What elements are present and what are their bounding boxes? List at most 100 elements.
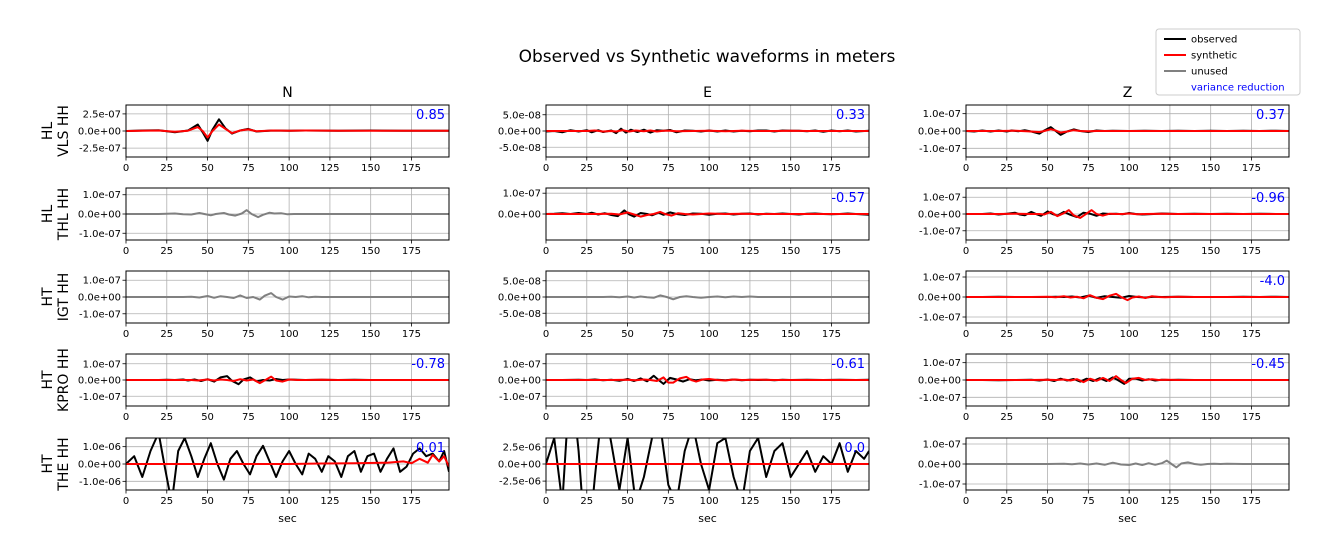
x-tick-label: 75 bbox=[242, 246, 255, 257]
panel-thl-e: 0 25 50 75 100 125 150 175 1.0e-07 0.0e+00 -0.57 bbox=[498, 187, 870, 257]
y-tick-label: -1.0e-07 bbox=[919, 480, 961, 491]
panel-kpro-e: 0 25 50 75 100 125 150 175 1.0e-07 0.0e+00 -1.0e-0… bbox=[498, 353, 870, 423]
x-tick-label: 175 bbox=[402, 412, 421, 423]
x-tick-label: 50 bbox=[1041, 412, 1054, 423]
x-tick-label: 75 bbox=[1082, 496, 1095, 507]
x-tick-label: 125 bbox=[740, 412, 759, 423]
y-tick-label: 0.0e+00 bbox=[918, 127, 961, 138]
x-tick-label: 150 bbox=[361, 329, 380, 340]
synthetic-trace bbox=[546, 129, 869, 133]
x-tick-label: 100 bbox=[1120, 412, 1139, 423]
x-tick-label: 50 bbox=[621, 246, 634, 257]
x-tick-label: 100 bbox=[700, 329, 719, 340]
x-tick-label: 50 bbox=[201, 496, 214, 507]
y-tick-label: 1.0e-07 bbox=[83, 276, 121, 287]
panel-the-n: 0 25 50 75 100 125 150 175 1.0e-06 0.0e+00 -1.0e-0… bbox=[78, 437, 450, 525]
x-tick-label: 150 bbox=[1201, 329, 1220, 340]
variance-reduction-value: 0.01 bbox=[416, 441, 445, 456]
x-axis-label: sec bbox=[278, 512, 297, 525]
x-tick-label: 100 bbox=[1120, 329, 1139, 340]
panel-vls-n: 0 25 50 75 100 125 150 175 2.5e-07 0.0e+00 -2.5e-0… bbox=[78, 104, 450, 174]
x-tick-label: 75 bbox=[242, 329, 255, 340]
unused-trace bbox=[126, 292, 449, 301]
x-tick-label: 25 bbox=[580, 246, 593, 257]
x-tick-label: 50 bbox=[621, 412, 634, 423]
variance-reduction-value: -4.0 bbox=[1260, 274, 1285, 289]
y-tick-label: 1.0e-07 bbox=[923, 440, 961, 451]
x-tick-label: 175 bbox=[402, 496, 421, 507]
row-label-station: IGT HH bbox=[56, 273, 72, 322]
x-tick-label: 150 bbox=[361, 496, 380, 507]
x-tick-label: 25 bbox=[580, 329, 593, 340]
x-tick-label: 125 bbox=[1160, 412, 1179, 423]
x-tick-label: 25 bbox=[1000, 496, 1013, 507]
x-tick-label: 75 bbox=[662, 246, 675, 257]
figure-title: Observed vs Synthetic waveforms in meter… bbox=[519, 47, 896, 67]
y-tick-label: -1.0e-07 bbox=[79, 309, 121, 320]
x-tick-label: 25 bbox=[1000, 246, 1013, 257]
x-tick-label: 150 bbox=[781, 246, 800, 257]
x-tick-label: 0 bbox=[963, 163, 969, 174]
y-tick-label: 1.0e-07 bbox=[503, 189, 541, 200]
legend: observed synthetic unused variance reductio… bbox=[1155, 28, 1301, 96]
synthetic-trace bbox=[966, 292, 1289, 302]
x-tick-label: 75 bbox=[662, 412, 675, 423]
y-tick-label: -1.0e-07 bbox=[79, 392, 121, 403]
x-tick-label: 175 bbox=[402, 163, 421, 174]
variance-reduction-value: 0.33 bbox=[836, 108, 865, 123]
legend-entry-label: variance reduction bbox=[1191, 83, 1285, 94]
legend-entry-label: synthetic bbox=[1191, 51, 1237, 62]
x-tick-label: 150 bbox=[781, 329, 800, 340]
x-tick-label: 100 bbox=[280, 496, 299, 507]
x-tick-label: 125 bbox=[1160, 246, 1179, 257]
x-tick-label: 75 bbox=[662, 163, 675, 174]
x-tick-label: 75 bbox=[1082, 412, 1095, 423]
y-tick-label: 1.0e-07 bbox=[923, 193, 961, 204]
row-label-station: KPRO HH bbox=[56, 348, 72, 412]
x-tick-label: 100 bbox=[1120, 163, 1139, 174]
x-tick-label: 75 bbox=[1082, 329, 1095, 340]
y-tick-label: 0.0e+00 bbox=[498, 210, 541, 221]
panel-thl-z: 0 25 50 75 100 125 150 175 1.0e-07 0.0e+00 -1.0e-0… bbox=[918, 187, 1290, 257]
column-header-e: E bbox=[703, 85, 712, 101]
x-tick-label: 0 bbox=[123, 496, 129, 507]
x-tick-label: 175 bbox=[402, 246, 421, 257]
x-tick-label: 125 bbox=[320, 496, 339, 507]
y-tick-label: -1.0e-07 bbox=[499, 392, 541, 403]
x-tick-label: 125 bbox=[740, 246, 759, 257]
x-tick-label: 25 bbox=[160, 496, 173, 507]
y-tick-label: 0.0e+00 bbox=[78, 210, 121, 221]
variance-reduction-value: -0.45 bbox=[1251, 357, 1285, 372]
unused-trace bbox=[546, 294, 869, 301]
x-tick-label: 125 bbox=[1160, 496, 1179, 507]
x-tick-label: 25 bbox=[160, 246, 173, 257]
x-tick-label: 175 bbox=[822, 246, 841, 257]
x-tick-label: 25 bbox=[1000, 329, 1013, 340]
row-label-network: HL bbox=[40, 122, 56, 141]
x-tick-label: 50 bbox=[201, 246, 214, 257]
column-header-z: Z bbox=[1123, 85, 1133, 101]
x-tick-label: 75 bbox=[662, 496, 675, 507]
x-tick-label: 50 bbox=[1041, 496, 1054, 507]
x-tick-label: 50 bbox=[201, 329, 214, 340]
x-tick-label: 50 bbox=[621, 496, 634, 507]
x-tick-label: 50 bbox=[1041, 163, 1054, 174]
x-tick-label: 150 bbox=[361, 246, 380, 257]
x-tick-label: 175 bbox=[822, 329, 841, 340]
variance-reduction-value: 0.0 bbox=[844, 441, 865, 456]
y-tick-label: 0.0e+00 bbox=[78, 376, 121, 387]
panel-igt-e: 0 25 50 75 100 125 150 175 5.0e-08 0.0e+00 -5.0e-0… bbox=[498, 270, 870, 340]
x-tick-label: 50 bbox=[1041, 246, 1054, 257]
y-tick-label: 0.0e+00 bbox=[498, 127, 541, 138]
x-tick-label: 100 bbox=[1120, 246, 1139, 257]
x-tick-label: 25 bbox=[160, 412, 173, 423]
x-tick-label: 100 bbox=[280, 246, 299, 257]
x-tick-label: 25 bbox=[1000, 163, 1013, 174]
x-tick-label: 125 bbox=[1160, 163, 1179, 174]
y-tick-label: 5.0e-08 bbox=[503, 276, 541, 287]
x-tick-label: 100 bbox=[280, 412, 299, 423]
x-tick-label: 125 bbox=[1160, 329, 1179, 340]
y-tick-label: -5.0e-08 bbox=[499, 143, 541, 154]
variance-reduction-value: 0.85 bbox=[416, 108, 445, 123]
x-tick-label: 175 bbox=[822, 412, 841, 423]
